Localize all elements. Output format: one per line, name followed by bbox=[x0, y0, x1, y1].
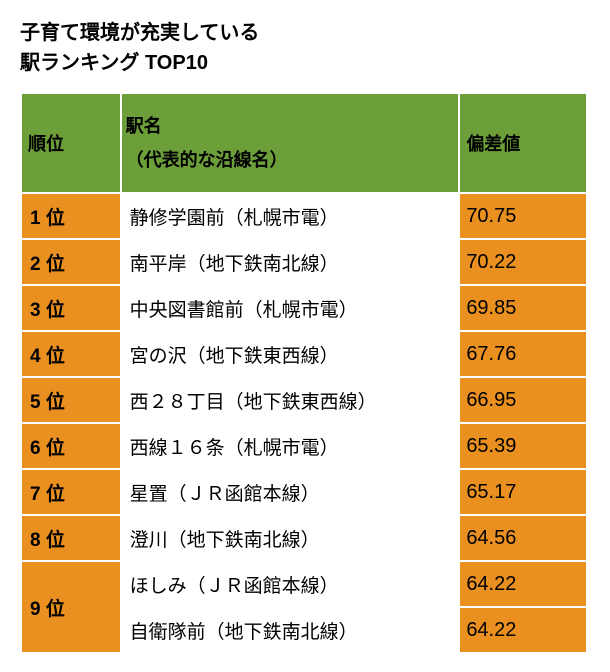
station-cell: 西線１６条（札幌市電） bbox=[121, 423, 460, 469]
table-row: 3 位中央図書館前（札幌市電）69.85 bbox=[21, 285, 587, 331]
rank-cell: 8 位 bbox=[21, 515, 121, 561]
station-cell: 南平岸（地下鉄南北線） bbox=[121, 239, 460, 285]
score-cell: 69.85 bbox=[459, 285, 587, 331]
score-cell: 70.22 bbox=[459, 239, 587, 285]
header-station-line1: 駅名 bbox=[126, 116, 162, 136]
title-line-2: 駅ランキング TOP10 bbox=[20, 52, 208, 74]
ranking-table: 順位 駅名 （代表的な沿線名） 偏差値 1 位静修学園前（札幌市電）70.752… bbox=[20, 92, 588, 654]
station-cell: 澄川（地下鉄南北線） bbox=[121, 515, 460, 561]
rank-cell: 6 位 bbox=[21, 423, 121, 469]
table-row: 7 位星置（ＪＲ函館本線）65.17 bbox=[21, 469, 587, 515]
score-cell: 65.17 bbox=[459, 469, 587, 515]
header-rank: 順位 bbox=[21, 93, 121, 193]
table-row: 5 位西２８丁目（地下鉄東西線）66.95 bbox=[21, 377, 587, 423]
rank-cell: 9 位 bbox=[21, 561, 121, 653]
score-cell: 66.95 bbox=[459, 377, 587, 423]
score-cell: 64.56 bbox=[459, 515, 587, 561]
station-cell: 自衛隊前（地下鉄南北線） bbox=[121, 607, 460, 653]
station-cell: 中央図書館前（札幌市電） bbox=[121, 285, 460, 331]
header-station: 駅名 （代表的な沿線名） bbox=[121, 93, 460, 193]
header-row: 順位 駅名 （代表的な沿線名） 偏差値 bbox=[21, 93, 587, 193]
score-cell: 70.75 bbox=[459, 193, 587, 239]
station-cell: 静修学園前（札幌市電） bbox=[121, 193, 460, 239]
station-cell: 西２８丁目（地下鉄東西線） bbox=[121, 377, 460, 423]
rank-cell: 4 位 bbox=[21, 331, 121, 377]
rank-cell: 1 位 bbox=[21, 193, 121, 239]
header-station-line2: （代表的な沿線名） bbox=[126, 150, 288, 170]
station-cell: 宮の沢（地下鉄東西線） bbox=[121, 331, 460, 377]
table-row: 8 位澄川（地下鉄南北線）64.56 bbox=[21, 515, 587, 561]
title-line-1: 子育て環境が充実している bbox=[20, 22, 259, 44]
score-cell: 64.22 bbox=[459, 561, 587, 607]
table-row: 9 位ほしみ（ＪＲ函館本線）64.22 bbox=[21, 561, 587, 607]
header-score: 偏差値 bbox=[459, 93, 587, 193]
rank-cell: 5 位 bbox=[21, 377, 121, 423]
table-row: 4 位宮の沢（地下鉄東西線）67.76 bbox=[21, 331, 587, 377]
station-cell: ほしみ（ＪＲ函館本線） bbox=[121, 561, 460, 607]
score-cell: 64.22 bbox=[459, 607, 587, 653]
page-title: 子育て環境が充実している 駅ランキング TOP10 bbox=[20, 18, 590, 78]
table-row: 2 位南平岸（地下鉄南北線）70.22 bbox=[21, 239, 587, 285]
station-cell: 星置（ＪＲ函館本線） bbox=[121, 469, 460, 515]
rank-cell: 7 位 bbox=[21, 469, 121, 515]
table-row: 1 位静修学園前（札幌市電）70.75 bbox=[21, 193, 587, 239]
score-cell: 67.76 bbox=[459, 331, 587, 377]
table-row: 6 位西線１６条（札幌市電）65.39 bbox=[21, 423, 587, 469]
score-cell: 65.39 bbox=[459, 423, 587, 469]
rank-cell: 2 位 bbox=[21, 239, 121, 285]
rank-cell: 3 位 bbox=[21, 285, 121, 331]
